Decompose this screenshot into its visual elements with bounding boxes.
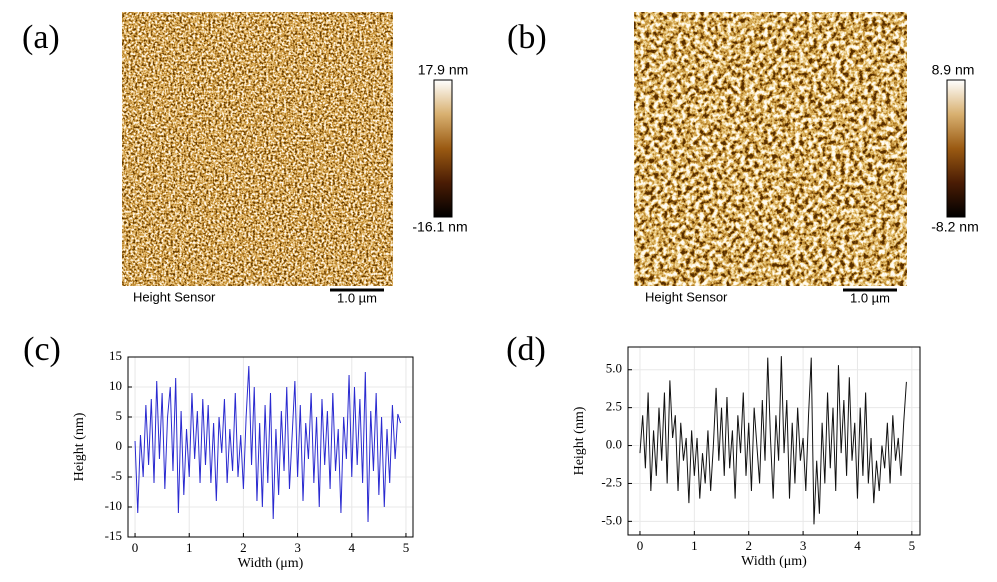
y-tick-label: 0.0	[606, 437, 622, 452]
afm-image	[634, 12, 907, 286]
x-tick-label: 2	[240, 540, 247, 555]
panel-label: (b)	[507, 19, 547, 56]
y-tick-label: 5	[116, 408, 123, 423]
colorbar-max: 8.9 nm	[932, 62, 975, 78]
colorbar	[433, 79, 453, 218]
scale-label: 1.0 µm	[850, 290, 890, 305]
plot-frame	[127, 356, 414, 538]
image-label: Height Sensor	[133, 289, 216, 304]
x-tick-label: 3	[800, 538, 807, 553]
y-tick-label: -15	[105, 528, 122, 543]
y-tick-label: 15	[109, 348, 122, 363]
scale-label: 1.0 µm	[337, 290, 377, 305]
panel-label: (c)	[23, 331, 61, 368]
y-tick-label: 0	[116, 438, 123, 453]
colorbar-min: -8.2 nm	[931, 219, 978, 235]
x-tick-label: 4	[854, 538, 861, 553]
x-axis-label: Width (μm)	[238, 556, 304, 571]
x-tick-label: 4	[349, 540, 356, 555]
y-axis-label: Height (nm)	[572, 406, 587, 475]
x-tick-label: 0	[132, 540, 139, 555]
x-tick-label: 0	[637, 538, 644, 553]
y-tick-label: 10	[109, 378, 122, 393]
data-line	[639, 356, 907, 525]
afm-image	[122, 12, 393, 286]
x-tick-label: 5	[403, 540, 410, 555]
y-tick-label: -2.5	[601, 474, 622, 489]
y-tick-label: 2.5	[606, 399, 622, 414]
x-axis-label: Width (μm)	[741, 554, 807, 569]
plot-area	[628, 347, 920, 535]
y-tick-label: -5.0	[601, 512, 622, 527]
y-tick-label: 5.0	[606, 361, 622, 376]
panel-label: (d)	[506, 331, 546, 368]
colorbar-min: -16.1 nm	[412, 219, 467, 235]
data-line	[134, 365, 402, 523]
colorbar	[946, 79, 966, 218]
image-label: Height Sensor	[645, 289, 728, 304]
y-tick-label: -5	[111, 468, 122, 483]
x-tick-label: 3	[294, 540, 301, 555]
x-tick-label: 5	[909, 538, 916, 553]
x-tick-label: 1	[691, 538, 698, 553]
plot-frame	[627, 346, 921, 536]
y-axis-label: Height (nm)	[72, 412, 87, 481]
x-tick-label: 2	[745, 538, 752, 553]
colorbar-max: 17.9 nm	[418, 62, 469, 78]
y-tick-label: -10	[105, 498, 122, 513]
x-tick-label: 1	[186, 540, 193, 555]
panel-label: (a)	[22, 19, 60, 56]
